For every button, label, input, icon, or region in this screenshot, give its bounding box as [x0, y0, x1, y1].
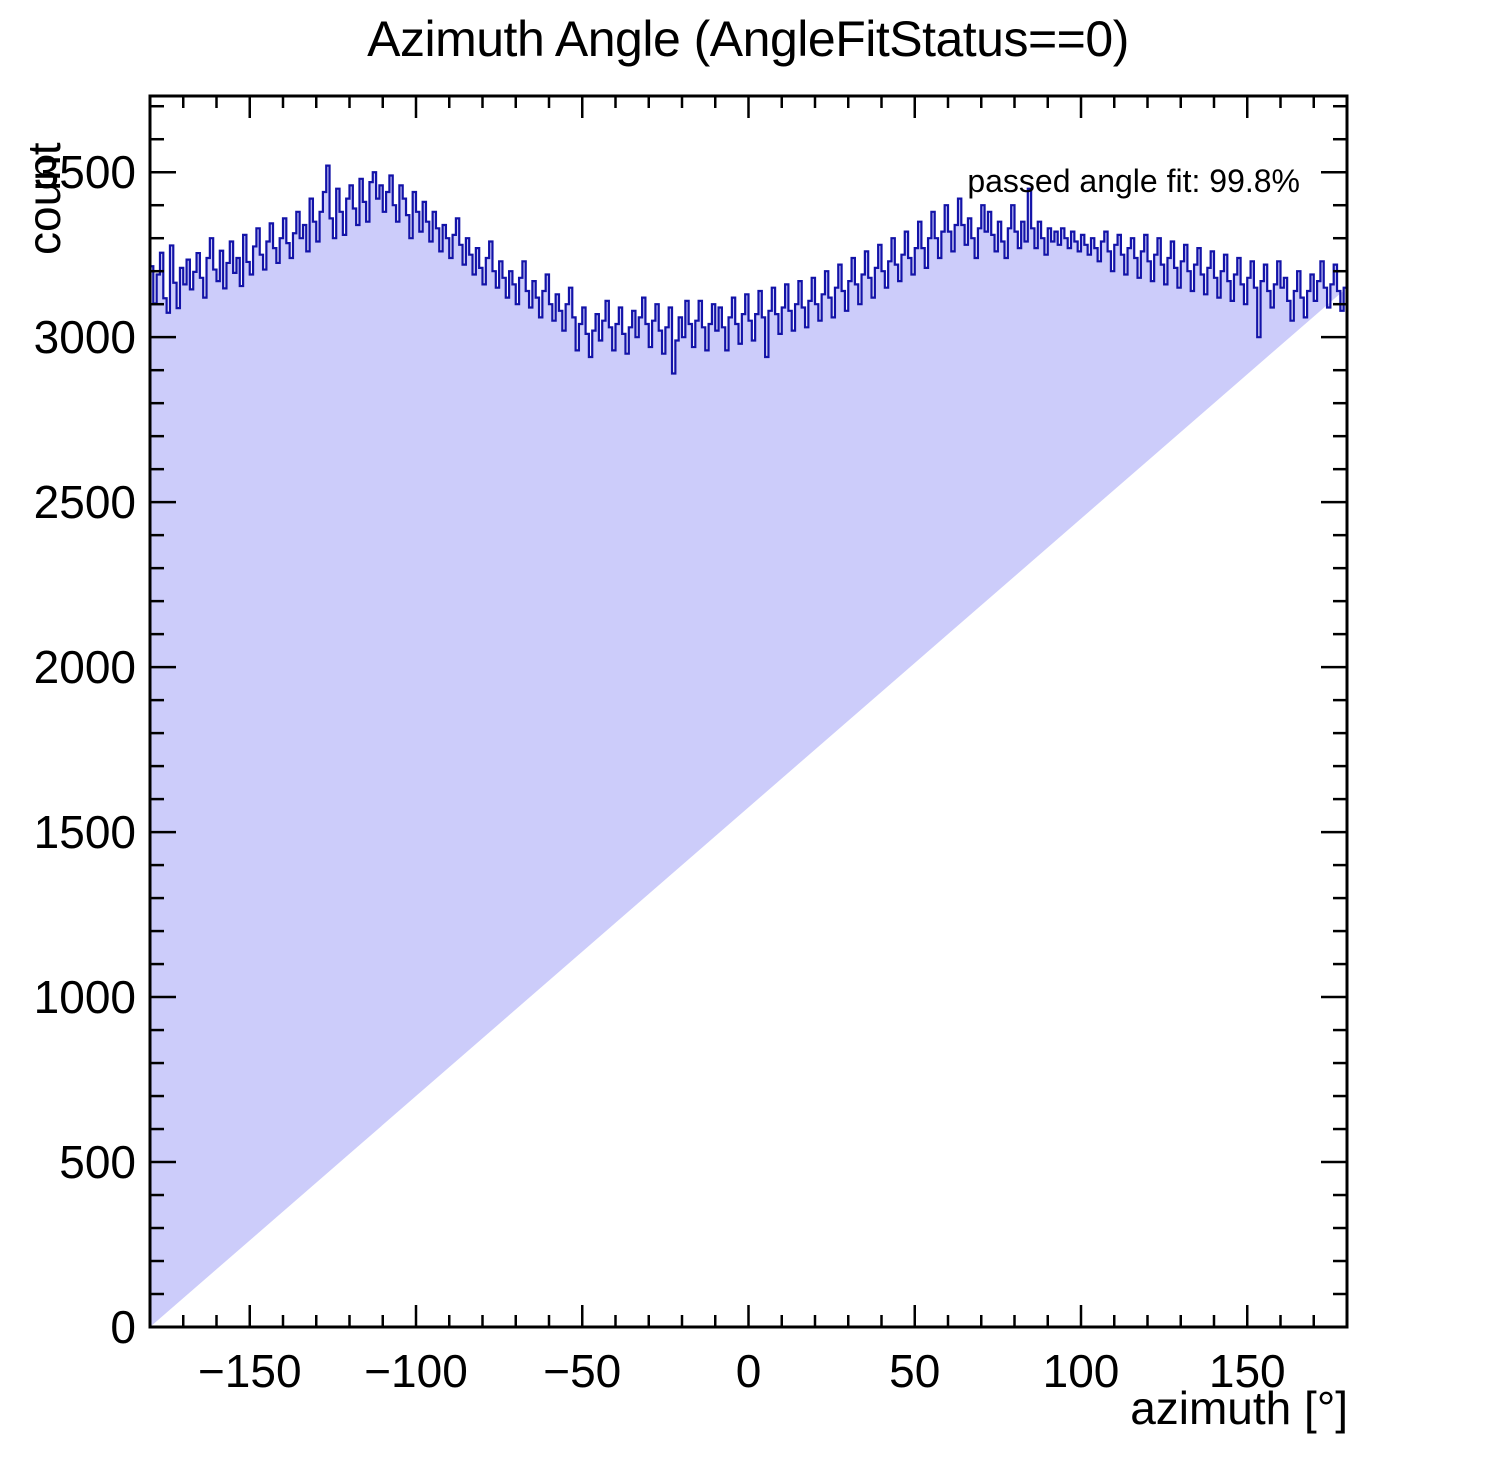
y-tick-label: 3500	[34, 146, 136, 198]
page-title: Azimuth Angle (AngleFitStatus==0)	[367, 11, 1129, 67]
x-tick-label: 150	[1209, 1345, 1286, 1397]
y-tick-label: 2500	[34, 476, 136, 528]
x-tick-label: 0	[736, 1345, 762, 1397]
y-axis: 0 500 1000 1500 2000 2500 3000 3500	[34, 104, 1347, 1353]
histogram-fill-area	[150, 165, 1347, 1327]
x-tick-label: −50	[543, 1345, 621, 1397]
y-tick-label: 1500	[34, 806, 136, 858]
histogram-outline	[150, 164, 1347, 375]
y-tick-label: 2000	[34, 641, 136, 693]
histogram-outline-layer	[150, 164, 1347, 375]
x-tick-label: −150	[198, 1345, 302, 1397]
y-axis-title: count	[18, 142, 70, 255]
x-axis-title: azimuth [°]	[1130, 1382, 1348, 1434]
x-tick-label: 100	[1043, 1345, 1120, 1397]
x-tick-label: −100	[364, 1345, 468, 1397]
histogram-fill-layer	[150, 165, 1347, 1327]
plot-frame	[148, 94, 1349, 1329]
y-tick-label: 0	[110, 1301, 136, 1353]
passed-angle-fit-annotation: passed angle fit: 99.8%	[967, 163, 1300, 199]
x-tick-label: 50	[889, 1345, 940, 1397]
y-tick-label: 3000	[34, 311, 136, 363]
y-tick-label: 1000	[34, 971, 136, 1023]
y-tick-label: 500	[59, 1136, 136, 1188]
